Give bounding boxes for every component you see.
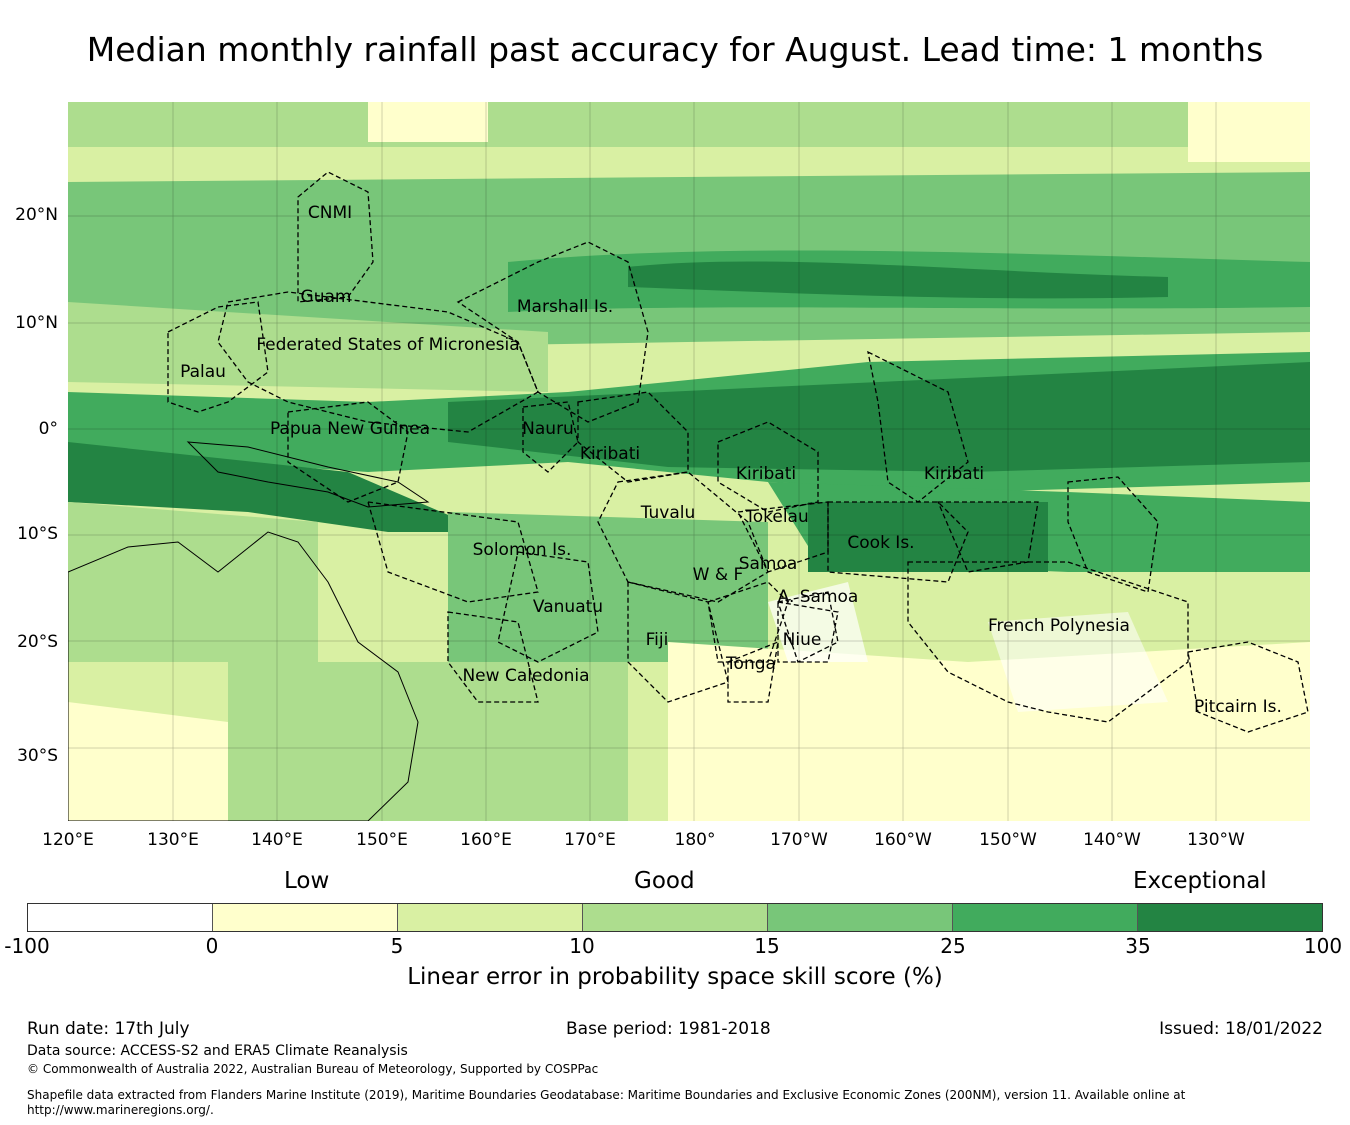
- region-label-png: Papua New Guinea: [270, 419, 430, 439]
- colorbar-segment: [28, 904, 213, 931]
- colorbar-segment: [398, 904, 583, 931]
- legend-category-exceptional: Exceptional: [1133, 868, 1267, 894]
- data-source: Data source: ACCESS-S2 and ERA5 Climate …: [27, 1043, 408, 1059]
- issued-date: Issued: 18/01/2022: [1159, 1019, 1323, 1039]
- lon-label: 170°E: [564, 830, 616, 850]
- region-label-tokelau: Tokelau: [744, 507, 809, 527]
- shapefile-url: http://www.marineregions.org/.: [27, 1103, 214, 1117]
- colorbar-segment: [768, 904, 953, 931]
- colorbar-tick: 35: [1125, 934, 1151, 958]
- region-label-cook: Cook Is.: [847, 533, 914, 553]
- lon-label: 120°E: [42, 830, 94, 850]
- shapefile-credit: Shapefile data extracted from Flanders M…: [27, 1088, 1186, 1102]
- base-period: Base period: 1981-2018: [566, 1019, 771, 1039]
- lon-label: 170°W: [770, 830, 828, 850]
- region-label-guam: Guam: [301, 287, 352, 307]
- region-label-kiribati-east: Kiribati: [924, 464, 984, 484]
- colorbar-tick: 100: [1303, 934, 1343, 958]
- lat-label: 10°N: [15, 313, 58, 333]
- region-label-samoa: Samoa: [739, 554, 798, 574]
- colorbar-segment: [1138, 904, 1322, 931]
- colorbar-segment: [213, 904, 398, 931]
- region-label-wf: W & F: [693, 565, 744, 585]
- lon-label: 130°E: [147, 830, 199, 850]
- region-label-kiribati-west: Kiribati: [580, 444, 640, 464]
- lat-label: 30°S: [17, 746, 58, 766]
- region-label-marshall: Marshall Is.: [517, 297, 613, 317]
- colorbar-tick: 5: [390, 934, 404, 958]
- region-label-new-caledonia: New Caledonia: [462, 666, 589, 686]
- colorbar-segment: [953, 904, 1138, 931]
- skill-map: CNMI Guam Marshall Is. Federated States …: [68, 102, 1310, 821]
- colorbar-tick: -100: [4, 934, 50, 958]
- lat-label: 20°S: [17, 632, 58, 652]
- colorbar-label: Linear error in probability space skill …: [407, 964, 943, 990]
- region-label-niue: Niue: [783, 630, 822, 650]
- region-label-asamoa: A. Samoa: [778, 587, 859, 607]
- region-label-tonga: Tonga: [725, 654, 776, 674]
- lon-label: 180°: [674, 830, 716, 850]
- region-label-kiribati-central: Kiribati: [736, 464, 796, 484]
- lon-label: 140°W: [1083, 830, 1141, 850]
- lon-label: 150°E: [356, 830, 408, 850]
- legend-category-good: Good: [634, 868, 695, 894]
- lon-label: 150°W: [979, 830, 1037, 850]
- colorbar-tick: 0: [205, 934, 219, 958]
- region-label-vanuatu: Vanuatu: [533, 597, 603, 617]
- lat-label: 0°: [38, 419, 58, 439]
- region-label-tuvalu: Tuvalu: [640, 503, 696, 523]
- run-date: Run date: 17th July: [27, 1019, 190, 1039]
- lat-label: 20°N: [15, 205, 58, 225]
- colorbar-segment: [583, 904, 768, 931]
- lon-label: 160°W: [874, 830, 932, 850]
- chart-title: Median monthly rainfall past accuracy fo…: [86, 30, 1264, 69]
- lon-label: 140°E: [251, 830, 303, 850]
- copyright: © Commonwealth of Australia 2022, Austra…: [27, 1062, 599, 1076]
- region-label-cnmi: CNMI: [308, 203, 352, 223]
- region-label-french-polynesia: French Polynesia: [988, 616, 1130, 636]
- colorbar: [27, 903, 1323, 932]
- region-label-palau: Palau: [180, 362, 226, 382]
- lon-label: 160°E: [460, 830, 512, 850]
- region-label-nauru: Nauru: [522, 419, 574, 439]
- region-label-fiji: Fiji: [646, 630, 669, 650]
- region-label-pitcairn: Pitcairn Is.: [1194, 697, 1282, 717]
- colorbar-tick: 10: [569, 934, 595, 958]
- legend-category-low: Low: [284, 868, 330, 894]
- region-label-solomon: Solomon Is.: [473, 540, 572, 560]
- colorbar-tick: 25: [940, 934, 966, 958]
- lon-label: 130°W: [1187, 830, 1245, 850]
- region-label-fsm: Federated States of Micronesia: [256, 335, 519, 355]
- lat-label: 10°S: [17, 524, 58, 544]
- colorbar-tick: 15: [754, 934, 780, 958]
